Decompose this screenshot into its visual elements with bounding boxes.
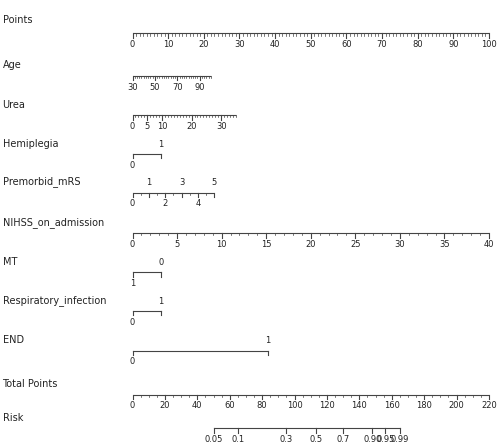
- Text: 10: 10: [163, 40, 173, 49]
- Text: Points: Points: [2, 16, 32, 25]
- Text: 160: 160: [384, 401, 400, 410]
- Text: 1: 1: [146, 178, 152, 187]
- Text: 80: 80: [257, 401, 268, 410]
- Text: Risk: Risk: [2, 413, 23, 423]
- Text: 0.3: 0.3: [280, 435, 293, 444]
- Text: 20: 20: [186, 122, 197, 131]
- Text: 15: 15: [261, 240, 272, 249]
- Text: 5: 5: [212, 178, 217, 187]
- Text: 220: 220: [481, 401, 497, 410]
- Text: 0.90: 0.90: [363, 435, 382, 444]
- Text: Hemiplegia: Hemiplegia: [2, 139, 58, 149]
- Text: 20: 20: [160, 401, 170, 410]
- Text: 30: 30: [216, 122, 226, 131]
- Text: 60: 60: [224, 401, 235, 410]
- Text: 0.95: 0.95: [376, 435, 394, 444]
- Text: 30: 30: [394, 240, 405, 249]
- Text: Respiratory_infection: Respiratory_infection: [2, 295, 106, 306]
- Text: 200: 200: [448, 401, 464, 410]
- Text: 10: 10: [157, 122, 168, 131]
- Text: Urea: Urea: [2, 100, 26, 110]
- Text: END: END: [2, 335, 24, 345]
- Text: 0.05: 0.05: [204, 435, 222, 444]
- Text: 0: 0: [130, 199, 135, 208]
- Text: 90: 90: [448, 40, 458, 49]
- Text: MT: MT: [2, 257, 17, 267]
- Text: 90: 90: [194, 83, 205, 91]
- Text: 0: 0: [130, 318, 135, 326]
- Text: 1: 1: [158, 297, 164, 306]
- Text: Total Points: Total Points: [2, 380, 58, 389]
- Text: 0: 0: [158, 258, 164, 267]
- Text: 1: 1: [158, 140, 164, 149]
- Text: 30: 30: [127, 83, 138, 91]
- Text: 0.1: 0.1: [232, 435, 244, 444]
- Text: 20: 20: [306, 240, 316, 249]
- Text: 70: 70: [172, 83, 182, 91]
- Text: 40: 40: [270, 40, 280, 49]
- Text: 10: 10: [216, 240, 227, 249]
- Text: 4: 4: [196, 199, 200, 208]
- Text: 80: 80: [412, 40, 423, 49]
- Text: 120: 120: [319, 401, 335, 410]
- Text: 100: 100: [286, 401, 302, 410]
- Text: 50: 50: [306, 40, 316, 49]
- Text: 40: 40: [484, 240, 494, 249]
- Text: 0: 0: [130, 357, 135, 366]
- Text: 60: 60: [341, 40, 351, 49]
- Text: 0.7: 0.7: [336, 435, 350, 444]
- Text: 0.5: 0.5: [309, 435, 322, 444]
- Text: 50: 50: [150, 83, 160, 91]
- Text: 0: 0: [130, 240, 135, 249]
- Text: 0: 0: [130, 401, 135, 410]
- Text: 180: 180: [416, 401, 432, 410]
- Text: 0: 0: [130, 122, 135, 131]
- Text: 35: 35: [439, 240, 450, 249]
- Text: 2: 2: [162, 199, 168, 208]
- Text: 1: 1: [130, 279, 135, 288]
- Text: 5: 5: [174, 240, 180, 249]
- Text: 70: 70: [376, 40, 388, 49]
- Text: Age: Age: [2, 61, 21, 70]
- Text: NIHSS_on_admission: NIHSS_on_admission: [2, 217, 104, 228]
- Text: 140: 140: [352, 401, 367, 410]
- Text: Premorbid_mRS: Premorbid_mRS: [2, 177, 80, 187]
- Text: 30: 30: [234, 40, 245, 49]
- Text: 5: 5: [144, 122, 150, 131]
- Text: 3: 3: [179, 178, 184, 187]
- Text: 0: 0: [130, 161, 135, 169]
- Text: 20: 20: [198, 40, 209, 49]
- Text: 0.99: 0.99: [390, 435, 409, 444]
- Text: 1: 1: [266, 336, 270, 345]
- Text: 100: 100: [481, 40, 497, 49]
- Text: 25: 25: [350, 240, 360, 249]
- Text: 40: 40: [192, 401, 202, 410]
- Text: 0: 0: [130, 40, 135, 49]
